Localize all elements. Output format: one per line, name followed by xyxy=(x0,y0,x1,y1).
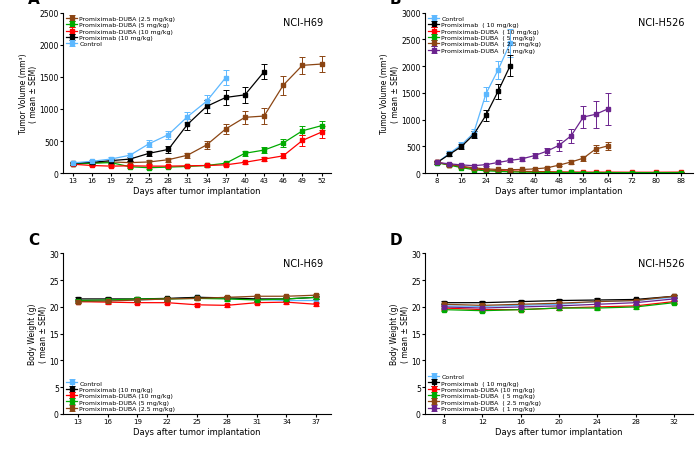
Text: B: B xyxy=(390,0,402,7)
X-axis label: Days after tumor implantation: Days after tumor implantation xyxy=(133,187,261,196)
Text: D: D xyxy=(390,233,402,248)
Text: NCI-H69: NCI-H69 xyxy=(283,259,323,268)
Y-axis label: Body Weight (g)
( mean ± SEM): Body Weight (g) ( mean ± SEM) xyxy=(28,303,48,364)
Legend: Promiximab-DUBA (2.5 mg/kg), Promiximab-DUBA (5 mg/kg), Promiximab-DUBA (10 mg/k: Promiximab-DUBA (2.5 mg/kg), Promiximab-… xyxy=(65,15,176,49)
Text: NCI-H526: NCI-H526 xyxy=(638,259,685,268)
Legend: Control, Promiximab  ( 10 mg/kg), Promiximab-DUBA (10 mg/kg), Promiximab-DUBA  (: Control, Promiximab ( 10 mg/kg), Promixi… xyxy=(427,373,542,412)
Text: NCI-H69: NCI-H69 xyxy=(283,19,323,28)
X-axis label: Days after tumor implantation: Days after tumor implantation xyxy=(495,427,623,436)
Y-axis label: Body Weight (g)
( mean ± SEM): Body Weight (g) ( mean ± SEM) xyxy=(390,303,410,364)
X-axis label: Days after tumor implantation: Days after tumor implantation xyxy=(133,427,261,436)
Text: C: C xyxy=(28,233,39,248)
Legend: Control, Promiximab (10 mg/kg), Promiximab-DUBA (10 mg/kg), Promiximab-DUBA (5 m: Control, Promiximab (10 mg/kg), Promixim… xyxy=(65,379,176,412)
Text: A: A xyxy=(28,0,40,7)
Legend: Control, Promiximab  ( 10 mg/kg), Promiximab-DUBA  ( 10 mg/kg), Promiximab-DUBA : Control, Promiximab ( 10 mg/kg), Promixi… xyxy=(427,15,542,55)
X-axis label: Days after tumor implantation: Days after tumor implantation xyxy=(495,187,623,196)
Text: NCI-H526: NCI-H526 xyxy=(638,19,685,28)
Y-axis label: Tumor Volume (mm³)
( mean ± SEM): Tumor Volume (mm³) ( mean ± SEM) xyxy=(19,54,38,134)
Y-axis label: Tumor Volume (mm³)
( mean ± SEM): Tumor Volume (mm³) ( mean ± SEM) xyxy=(381,54,400,134)
